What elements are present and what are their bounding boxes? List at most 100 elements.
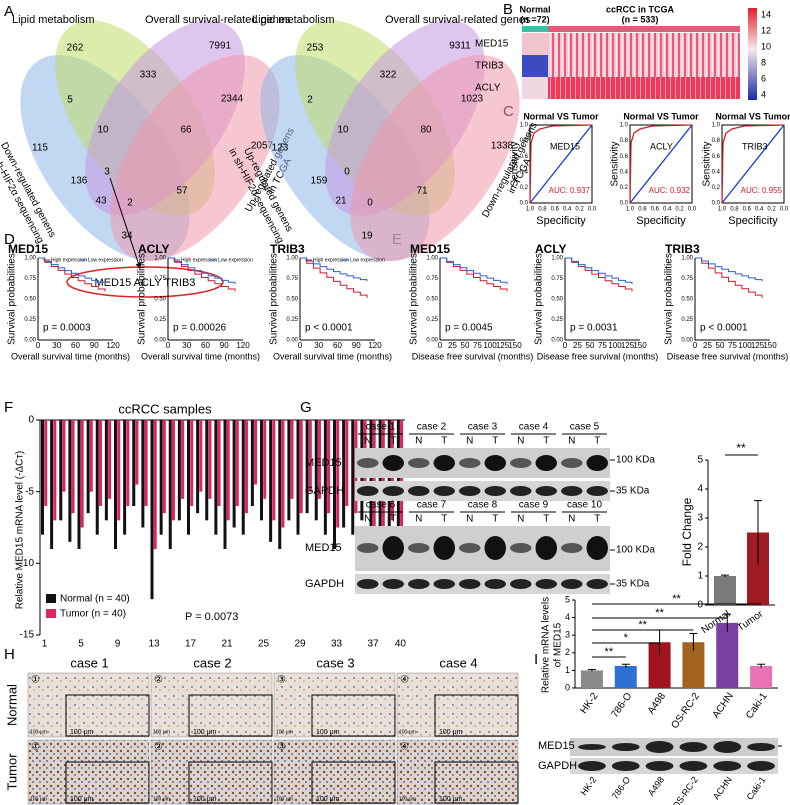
row-label: MED15 [475, 39, 509, 50]
bar [159, 420, 163, 535]
tick-label: 0.75 [24, 276, 36, 282]
tick-label: 0.6 [712, 154, 721, 160]
bar [168, 420, 172, 549]
bar [177, 420, 181, 521]
tick-label: -15 [20, 630, 35, 641]
tick-label: 1 [697, 571, 703, 582]
survival-curve [38, 257, 106, 285]
bar [327, 420, 331, 514]
tick-label: 0.50 [24, 297, 36, 303]
tick-label: 9 [115, 639, 121, 650]
venn-count: 262 [67, 43, 84, 54]
venn-set [350, 55, 520, 261]
survival-curve [300, 257, 368, 282]
bar [108, 420, 112, 499]
category-label: Caki-1 [744, 691, 770, 721]
label: Normal [519, 4, 550, 14]
bar [62, 420, 66, 492]
venn-count: 66 [180, 125, 192, 136]
tick-label: 120 [236, 341, 250, 350]
scale-label: 100 μm [316, 729, 340, 736]
venn-count: 322 [380, 70, 397, 81]
tick-label: 0.00 [286, 338, 298, 344]
bar [41, 420, 44, 535]
label: N [466, 514, 473, 525]
label: Survival probabilities [534, 253, 545, 345]
bar [135, 420, 139, 485]
tick-label: 0.25 [154, 317, 166, 323]
bar [144, 420, 148, 506]
label: T [390, 514, 396, 525]
band [382, 455, 404, 471]
tick-label: 1.0 [520, 123, 529, 129]
category-label: OS-RC-2 [669, 691, 702, 731]
band [645, 741, 674, 753]
tick-label: 0 [166, 341, 171, 350]
band [586, 579, 608, 589]
label: 35 KDa [616, 486, 650, 497]
scale-label: 100 μm [439, 729, 463, 736]
survival-curve [300, 257, 368, 298]
panel-letter: D [4, 231, 15, 248]
venn-count: 1023 [461, 94, 484, 105]
label: Overall survival time (months) [11, 351, 130, 361]
tick-label: 4 [697, 484, 703, 495]
band [408, 486, 430, 496]
tick-label: 0.75 [681, 276, 693, 282]
venn-count: 0 [344, 167, 350, 178]
band [535, 486, 557, 496]
panel-letter: G [300, 399, 312, 416]
bar [80, 420, 84, 528]
tick-label: 0 [28, 415, 34, 426]
tick-label: 0.4 [620, 169, 629, 175]
bar [263, 420, 267, 499]
tick-label: 0.6 [620, 154, 629, 160]
bar [305, 420, 309, 514]
tick-label: 0.75 [154, 276, 166, 282]
legend-swatch [46, 609, 56, 618]
venn-count: 2057 [251, 141, 274, 152]
label: p < 0.0001 [700, 323, 748, 334]
bar [53, 420, 57, 521]
category-label: A498 [646, 775, 666, 798]
case-mark: ① [31, 742, 40, 753]
tick-label: 0.0 [588, 207, 597, 213]
tick-label: 60 [71, 341, 80, 350]
tick-label: 0.00 [24, 338, 36, 344]
band [578, 761, 606, 771]
set-label: Lipid metabolism [12, 14, 95, 26]
tick-label: 0.50 [681, 297, 693, 303]
bar [342, 420, 346, 528]
case-mark: ② [154, 742, 163, 753]
bar [50, 420, 54, 549]
label: Relative mRNA levels [541, 597, 552, 693]
bar [196, 420, 200, 514]
label: N [517, 436, 524, 447]
venn-count: 10 [337, 125, 349, 136]
label: Relative MED15 mRNA level (-ΔCт) [15, 451, 26, 610]
significance: ** [655, 607, 664, 619]
tick-label: 37 [368, 639, 380, 650]
venn-count: 2 [307, 95, 313, 106]
label: case 10 [567, 500, 602, 511]
bar [345, 420, 349, 506]
tick-label: 25 [573, 341, 582, 350]
tick-label: 0.6 [743, 207, 752, 213]
ihc-inset [188, 694, 273, 737]
band [357, 543, 379, 553]
gene-title: MED15 [8, 242, 48, 256]
bar [299, 420, 303, 514]
tick-label: 0.2 [712, 185, 721, 191]
colorbar-tick: 4 [761, 89, 766, 99]
band [747, 761, 775, 771]
venn-count: 19 [361, 231, 373, 242]
bar [287, 420, 291, 521]
band [357, 486, 379, 496]
bar [77, 420, 81, 549]
survival-curve [565, 257, 633, 285]
scale-label: 100 μm [439, 796, 463, 803]
bar [44, 420, 48, 506]
tick-label: 90 [352, 341, 361, 350]
survival-curve [440, 257, 508, 292]
band [747, 743, 775, 751]
